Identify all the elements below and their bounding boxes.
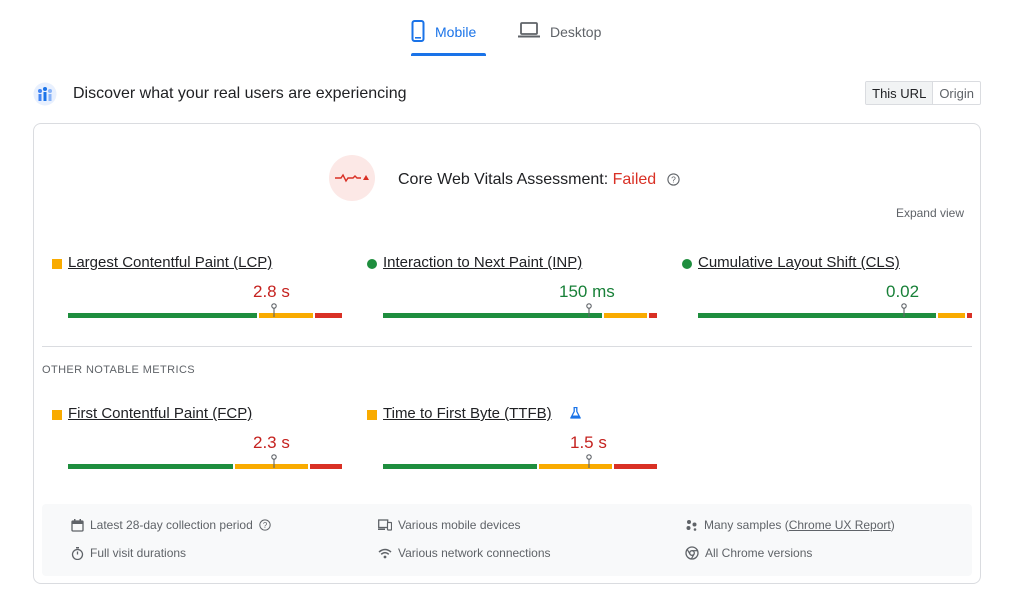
distribution-segment-poor [649,313,657,318]
percentile-marker-icon [271,454,277,468]
distribution-segment-poor [967,313,972,318]
other-metrics-heading: OTHER NOTABLE METRICS [42,364,196,376]
percentile-marker-icon [586,303,592,317]
distribution-bar [68,464,342,469]
info-collection-period-text: Latest 28-day collection period [90,518,253,532]
help-icon[interactable]: ? [259,519,271,531]
info-network: Various network connections [378,546,551,560]
assessment-title: Core Web Vitals Assessment: Failed ? [398,171,680,189]
distribution-segment-needs-improvement [235,464,308,469]
needs-improvement-square-icon [367,410,377,420]
distribution-segment-good [68,313,257,318]
metric-value: 150 ms [559,282,615,301]
tab-mobile-label: Mobile [435,24,477,40]
info-visit-durations-text: Full visit durations [90,546,187,560]
distribution-segment-needs-improvement [539,464,612,469]
distribution-segment-poor [310,464,342,469]
field-data-header: Discover what your real users are experi… [33,80,981,110]
metric-value: 2.3 s [253,433,290,452]
good-circle-icon [367,259,377,269]
info-samples: Many samples (Chrome UX Report) [685,518,895,532]
help-icon[interactable]: ? [667,173,680,186]
distribution-segment-poor [315,313,342,318]
experimental-flask-icon [570,407,581,419]
samples-dots-icon [686,520,697,531]
failed-pulse-icon [335,173,369,183]
distribution-bar [383,313,657,318]
tab-desktop-label: Desktop [550,24,602,40]
info-devices: Various mobile devices [378,518,521,532]
distribution-bar [698,313,972,318]
percentile-marker-icon [271,303,277,317]
svg-text:?: ? [671,175,676,185]
metric-fcp: First Contentful Paint (FCP) 2.3 s [52,405,342,475]
chrome-ux-report-link[interactable]: Chrome UX Report [788,518,891,532]
chrome-icon [685,546,699,560]
crux-icon [33,82,57,106]
smartphone-icon [411,20,425,42]
needs-improvement-square-icon [52,259,62,269]
metric-ttfb: Time to First Byte (TTFB) 1.5 s [367,405,657,475]
scope-origin-button[interactable]: Origin [933,82,980,104]
info-chrome-versions-text: All Chrome versions [705,546,813,560]
needs-improvement-square-icon [52,410,62,420]
svg-text:?: ? [263,521,268,530]
tab-mobile[interactable]: Mobile [411,14,486,56]
distribution-segment-needs-improvement [938,313,965,318]
section-divider [42,346,972,347]
distribution-segment-good [68,464,233,469]
distribution-segment-poor [614,464,657,469]
stopwatch-icon [71,546,84,560]
metric-value: 0.02 [886,282,920,301]
metric-cls: Cumulative Layout Shift (CLS) 0.02 [682,254,972,324]
assessment-label: Core Web Vitals Assessment: [398,171,609,188]
expand-view-link[interactable]: Expand view [895,206,964,220]
data-source-info: Latest 28-day collection period ? Full v… [42,504,972,576]
metric-name[interactable]: Largest Contentful Paint (LCP) [68,254,273,271]
laptop-icon [518,22,540,38]
metric-lcp: Largest Contentful Paint (LCP) 2.8 s [52,254,342,324]
distribution-bar [68,313,342,318]
info-samples-text: Many samples (Chrome UX Report) [704,518,895,532]
scope-this-url-button[interactable]: This URL [866,82,934,104]
calendar-icon [71,518,84,532]
metric-name[interactable]: Interaction to Next Paint (INP) [383,254,583,271]
metric-name[interactable]: Cumulative Layout Shift (CLS) [698,254,900,271]
page-title: Discover what your real users are experi… [73,85,407,102]
scope-toggle: This URL Origin [865,81,981,105]
assessment-status: Failed [612,171,657,188]
metric-value: 2.8 s [253,282,290,301]
info-collection-period: Latest 28-day collection period ? [71,518,271,532]
info-chrome-versions: All Chrome versions [685,546,812,560]
metric-name[interactable]: First Contentful Paint (FCP) [68,405,253,422]
distribution-segment-needs-improvement [259,313,313,318]
distribution-segment-good [698,313,936,318]
info-samples-prefix: Many samples ( [704,518,789,532]
wifi-icon [378,548,392,558]
info-samples-suffix: ) [890,518,895,532]
distribution-segment-good [383,313,602,318]
percentile-marker-icon [586,454,592,468]
info-visit-durations: Full visit durations [71,546,186,560]
info-devices-text: Various mobile devices [398,518,521,532]
metric-inp: Interaction to Next Paint (INP) 150 ms [367,254,657,324]
tab-desktop[interactable]: Desktop [518,14,601,56]
devices-icon [378,519,392,531]
distribution-segment-needs-improvement [604,313,647,318]
assessment-badge [329,155,375,201]
field-data-card: Core Web Vitals Assessment: Failed ? Exp… [33,123,981,584]
good-circle-icon [682,259,692,269]
distribution-bar [383,464,657,469]
device-tabs: Mobile Desktop [0,14,1024,56]
percentile-marker-icon [901,303,907,317]
metric-name[interactable]: Time to First Byte (TTFB) [383,405,552,422]
metric-value: 1.5 s [570,433,607,452]
distribution-segment-good [383,464,537,469]
info-network-text: Various network connections [398,546,551,560]
